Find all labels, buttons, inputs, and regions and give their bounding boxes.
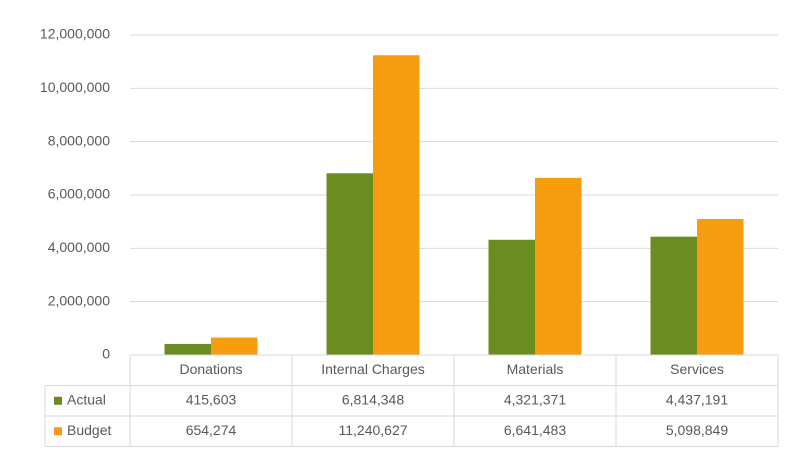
y-tick-label: 8,000,000: [48, 132, 110, 148]
table-value: 654,274: [186, 422, 237, 438]
table-value: 6,814,348: [342, 391, 404, 407]
bar: [535, 177, 582, 355]
y-tick-label: 10,000,000: [40, 79, 110, 95]
table-value: 4,437,191: [666, 391, 728, 407]
bar: [650, 236, 697, 355]
legend-key: [54, 396, 62, 405]
y-tick-label: 2,000,000: [48, 292, 110, 308]
y-tick-label: 12,000,000: [40, 26, 110, 42]
bar: [164, 343, 211, 355]
y-tick-label: 6,000,000: [48, 186, 110, 202]
x-tick-label: Donations: [179, 361, 242, 377]
x-tick-label: Internal Charges: [321, 361, 425, 377]
table-value: 5,098,849: [666, 422, 728, 438]
y-tick-label: 0: [102, 346, 110, 362]
table-value: 6,641,483: [504, 422, 566, 438]
legend-key: [54, 427, 62, 436]
table-value: 415,603: [186, 391, 237, 407]
bar: [326, 173, 373, 355]
x-tick-label: Services: [670, 361, 724, 377]
legend-label: Budget: [67, 422, 111, 438]
bar: [373, 55, 420, 356]
legend-label: Actual: [67, 391, 106, 407]
y-tick-label: 4,000,000: [48, 239, 110, 255]
table-value: 4,321,371: [504, 391, 566, 407]
table-value: 11,240,627: [338, 422, 407, 438]
bar: [211, 337, 258, 355]
bar: [697, 219, 744, 355]
bar: [488, 239, 535, 355]
x-tick-label: Materials: [507, 361, 564, 377]
